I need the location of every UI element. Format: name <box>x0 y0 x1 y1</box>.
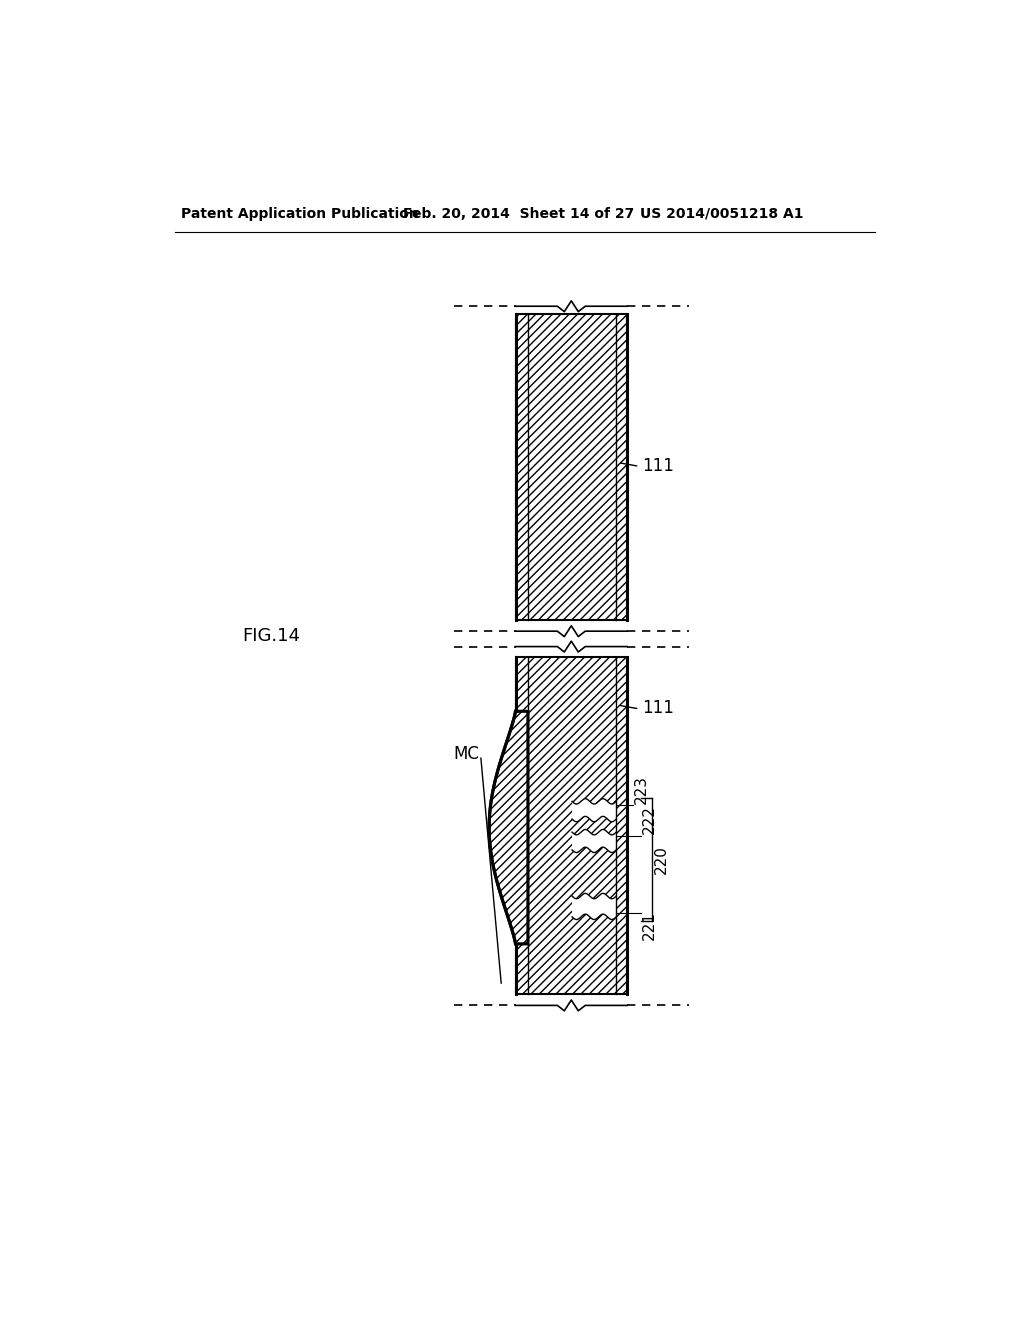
Text: MC: MC <box>454 746 479 763</box>
Text: 222: 222 <box>642 805 656 834</box>
Text: 111: 111 <box>642 457 674 475</box>
Text: Patent Application Publication: Patent Application Publication <box>180 207 419 220</box>
Text: 223: 223 <box>634 775 649 804</box>
Polygon shape <box>572 799 616 822</box>
Text: 111: 111 <box>642 700 674 717</box>
Text: US 2014/0051218 A1: US 2014/0051218 A1 <box>640 207 803 220</box>
Text: Feb. 20, 2014  Sheet 14 of 27: Feb. 20, 2014 Sheet 14 of 27 <box>403 207 635 220</box>
Text: 221: 221 <box>642 911 656 940</box>
Polygon shape <box>489 711 528 944</box>
Text: FIG.14: FIG.14 <box>243 627 301 644</box>
Bar <box>515 657 627 994</box>
Polygon shape <box>572 829 616 853</box>
Bar <box>515 314 627 620</box>
Text: 220: 220 <box>653 845 669 874</box>
Polygon shape <box>489 711 528 944</box>
Polygon shape <box>572 894 616 920</box>
